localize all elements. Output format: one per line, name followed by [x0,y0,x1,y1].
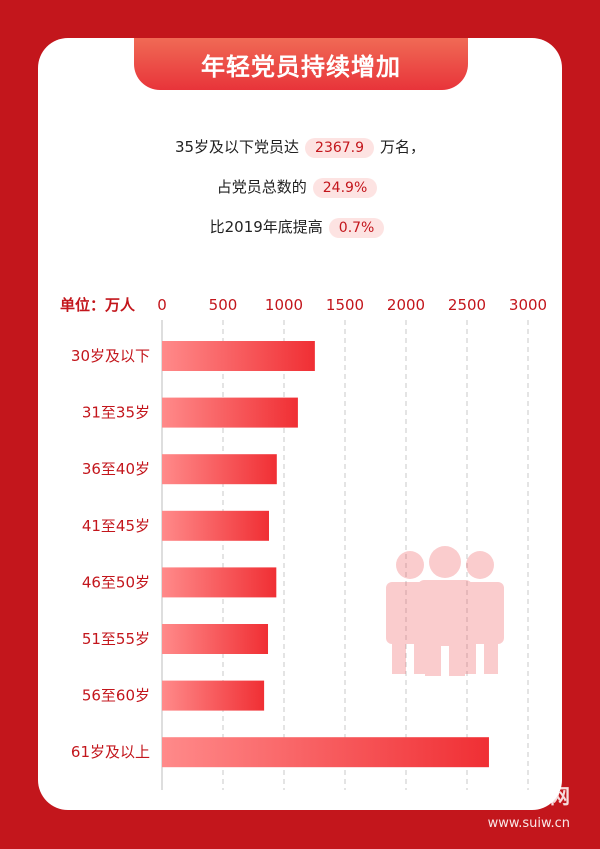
watermark-logo: 遂川新闻网 [470,784,570,808]
x-tick-label: 1500 [326,296,364,314]
bar [162,341,315,371]
stat-line-3: 比2019年底提高 0.7% [0,216,600,238]
category-label: 56至60岁 [82,687,150,705]
x-tick-label: 3000 [509,296,547,314]
stat-1-value-badge: 2367.9 [305,138,375,158]
bar [162,737,489,768]
stat-1-prefix: 35岁及以下党员达 [174,138,300,156]
stat-2-prefix: 占党员总数的 [216,178,307,196]
x-tick-label: 1000 [265,296,303,314]
category-label: 36至40岁 [82,460,150,478]
category-label: 31至35岁 [82,404,150,422]
bar [162,567,277,598]
x-tick-label: 0 [157,296,167,314]
watermark-url: www.suiw.cn [487,816,570,831]
bar [162,510,269,541]
bar [162,624,269,654]
stat-1-suffix: 万名， [380,138,426,156]
stat-3-value-badge: 0.7% [328,218,385,238]
unit-label: 单位：万人 [60,296,136,314]
page-title: 年轻党员持续增加 [134,38,468,90]
category-label: 61岁及以上 [71,743,150,761]
bar [162,397,298,428]
stat-line-1: 35岁及以下党员达 2367.9 万名， [0,136,600,158]
category-label: 41至45岁 [82,517,150,535]
stat-line-2: 占党员总数的 24.9% [0,176,600,198]
people-icon [386,546,504,676]
bar [162,680,265,711]
x-tick-label: 500 [209,296,238,314]
stat-3-prefix: 比2019年底提高 [209,218,323,236]
category-label: 30岁及以下 [71,347,150,365]
bar [162,454,277,485]
stat-2-value-badge: 24.9% [312,178,378,198]
category-label: 51至55岁 [82,630,150,648]
x-tick-label: 2500 [448,296,486,314]
category-label: 46至50岁 [82,573,150,591]
content-card [38,38,562,810]
x-tick-label: 2000 [387,296,425,314]
